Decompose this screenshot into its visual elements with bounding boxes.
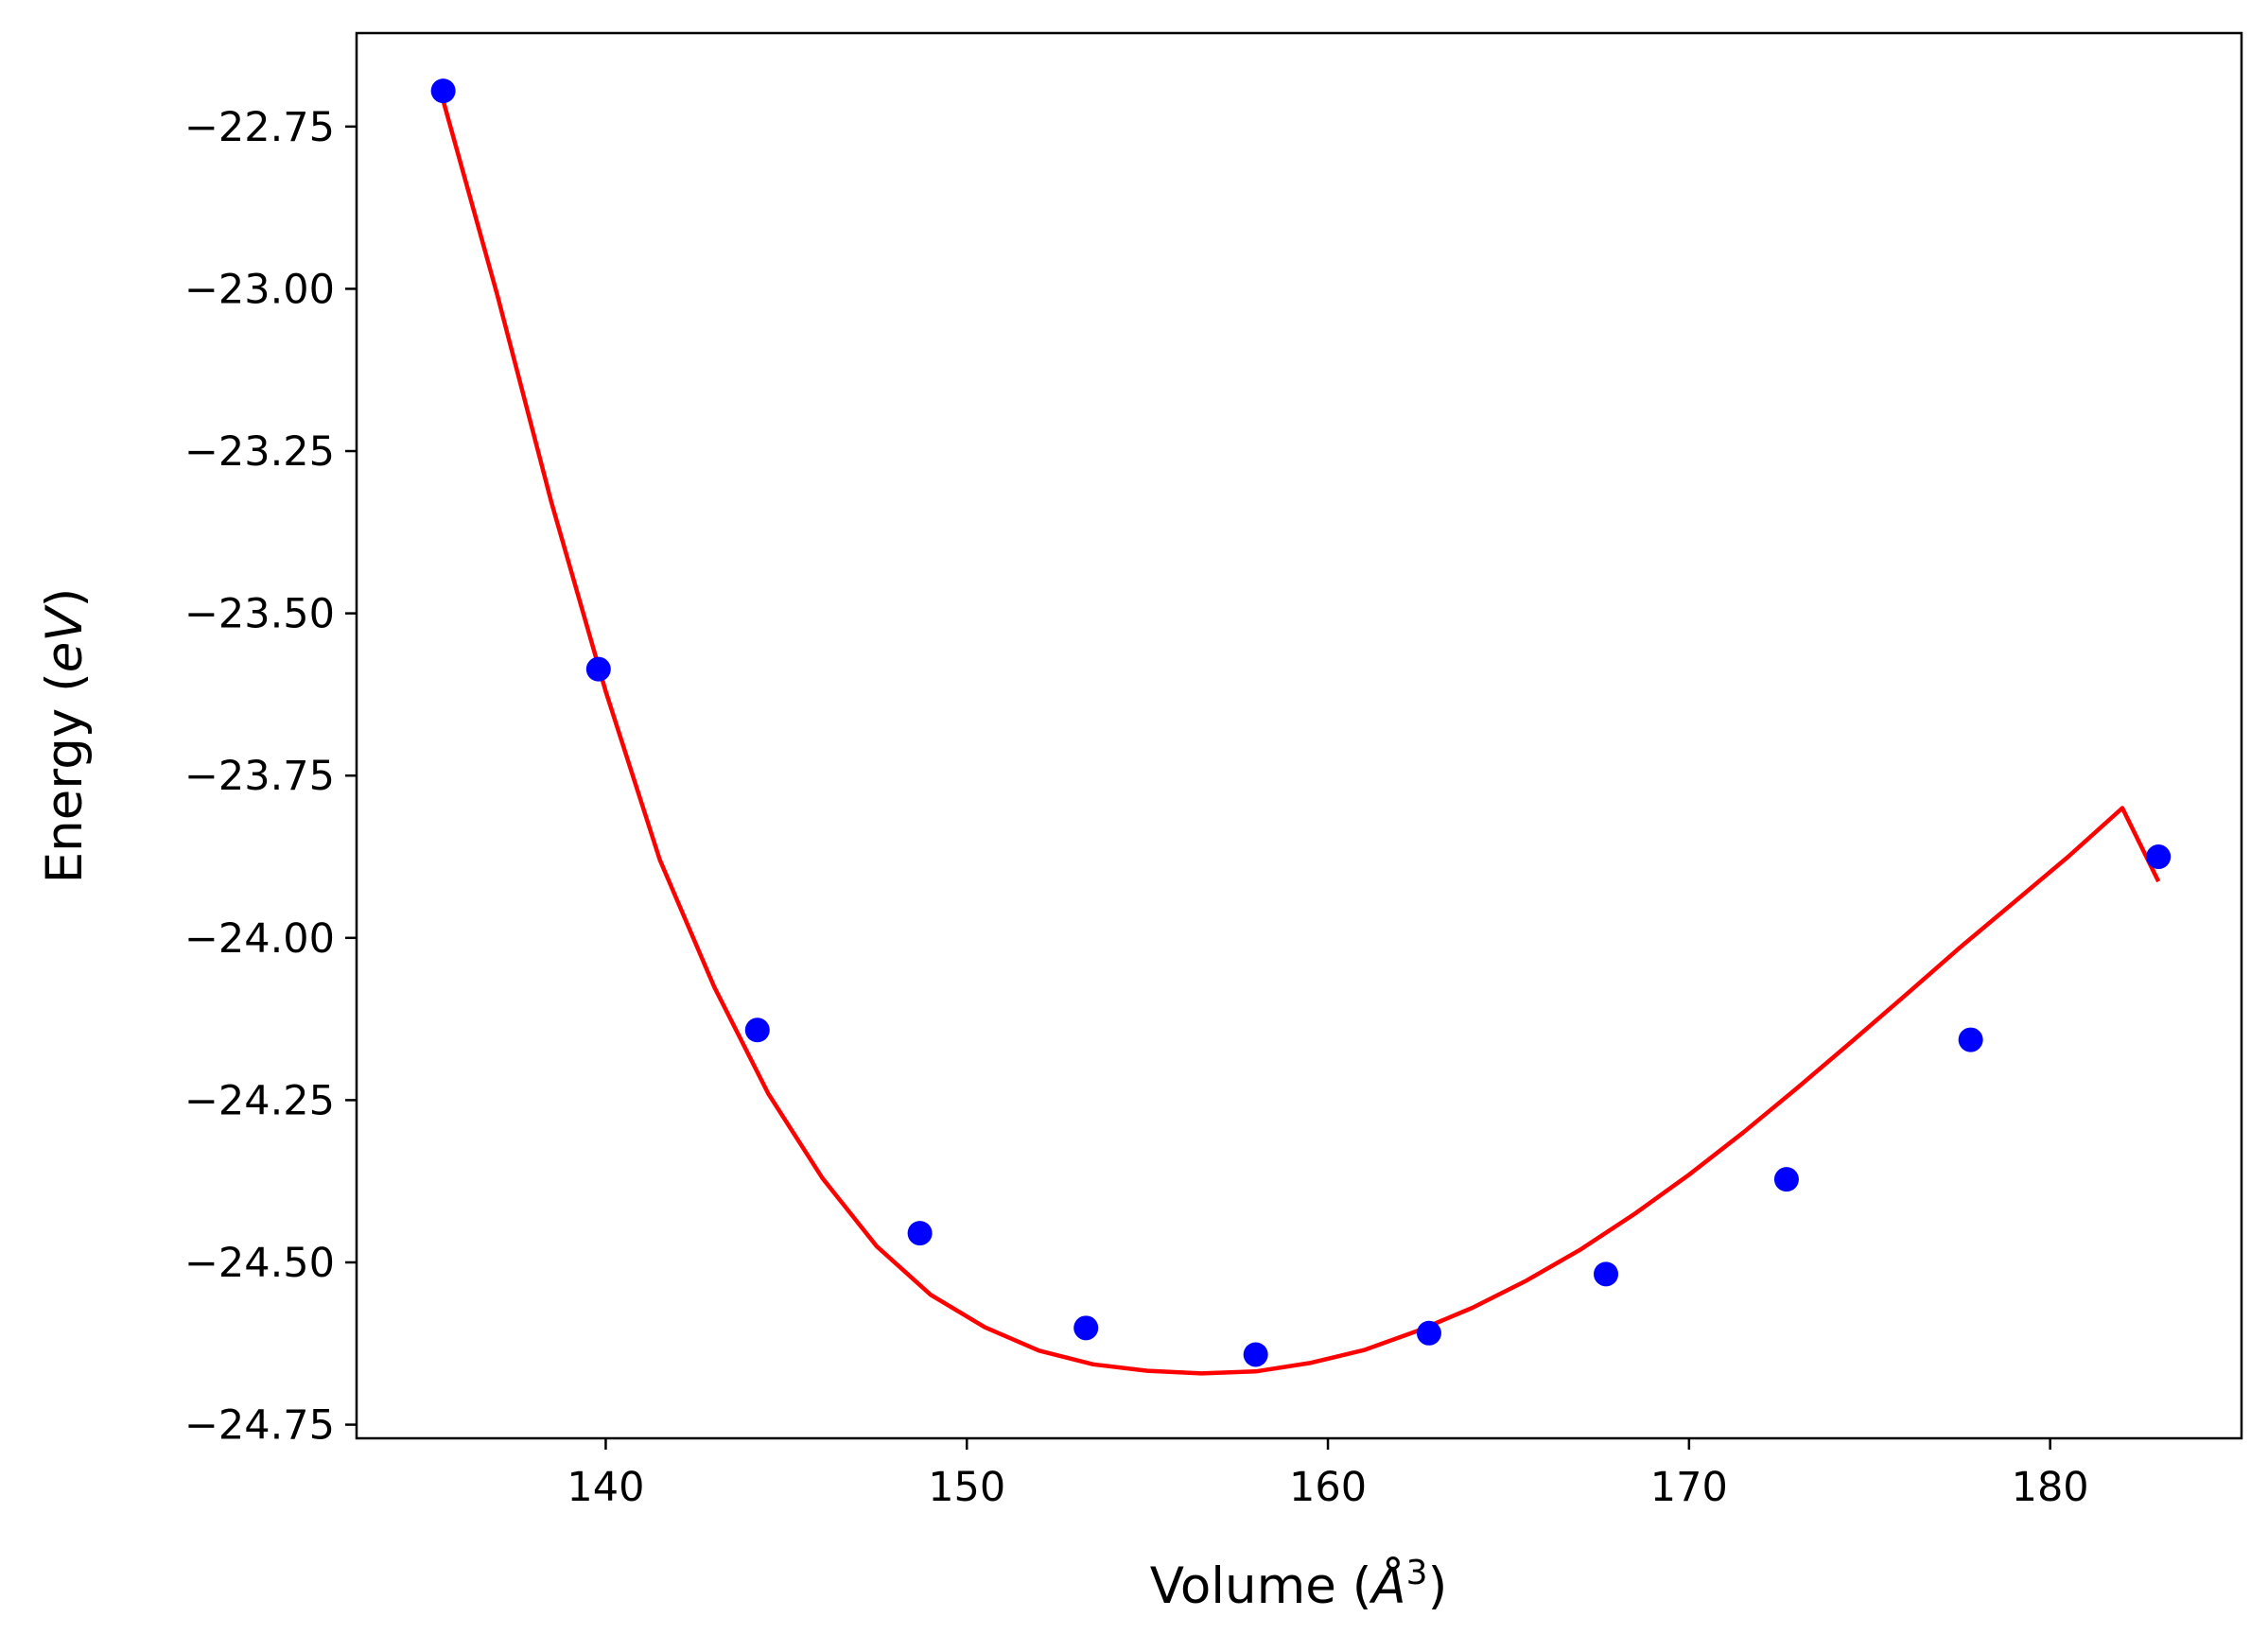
- data-point: [1958, 1027, 1983, 1052]
- data-point: [2146, 844, 2172, 870]
- data-point: [1594, 1261, 1619, 1287]
- data-point: [585, 656, 611, 682]
- fit-curve-layer: [441, 99, 2161, 1376]
- y-tick-label: −23.75: [184, 753, 335, 800]
- y-axis-title: Energy (eV): [36, 588, 94, 884]
- data-point: [744, 1017, 770, 1043]
- y-tick-label: −23.50: [184, 591, 335, 638]
- y-axis: −22.75 −23.00 −23.25 −23.50 −23.75 −24.00 −24.…: [184, 104, 357, 1450]
- data-point: [907, 1221, 933, 1246]
- y-tick-label: −24.00: [184, 915, 335, 963]
- data-point: [1073, 1315, 1099, 1341]
- data-points-layer: [430, 78, 2172, 1367]
- y-tick-label: −24.50: [184, 1240, 335, 1287]
- y-axis-unit: eV: [36, 604, 94, 673]
- fit-curve: [441, 99, 2161, 1376]
- plot-frame: [355, 31, 2243, 1440]
- y-tick-label: −23.00: [184, 266, 335, 313]
- y-tick-label: −22.75: [184, 104, 335, 151]
- x-axis-unit-symbol: Å: [1369, 1555, 1405, 1615]
- x-axis-unit-exponent: 3: [1406, 1554, 1428, 1592]
- x-tick-label: 160: [1289, 1464, 1367, 1511]
- x-tick-label: 140: [567, 1464, 644, 1511]
- y-tick-label: −24.25: [184, 1077, 335, 1124]
- data-point: [1243, 1342, 1268, 1367]
- plot-area: [357, 33, 2242, 1438]
- y-tick-label: −24.75: [184, 1402, 335, 1450]
- x-axis: 140 150 160 170 180: [567, 1438, 2089, 1511]
- data-point: [430, 78, 456, 104]
- x-tick-label: 150: [928, 1464, 1005, 1511]
- data-point: [1416, 1320, 1441, 1346]
- y-tick-label: −23.25: [184, 428, 335, 476]
- x-axis-title: Volume (Å3): [1150, 1554, 1448, 1616]
- data-point: [1773, 1167, 1799, 1192]
- x-tick-label: 170: [1650, 1464, 1728, 1511]
- x-tick-label: 180: [2012, 1464, 2089, 1511]
